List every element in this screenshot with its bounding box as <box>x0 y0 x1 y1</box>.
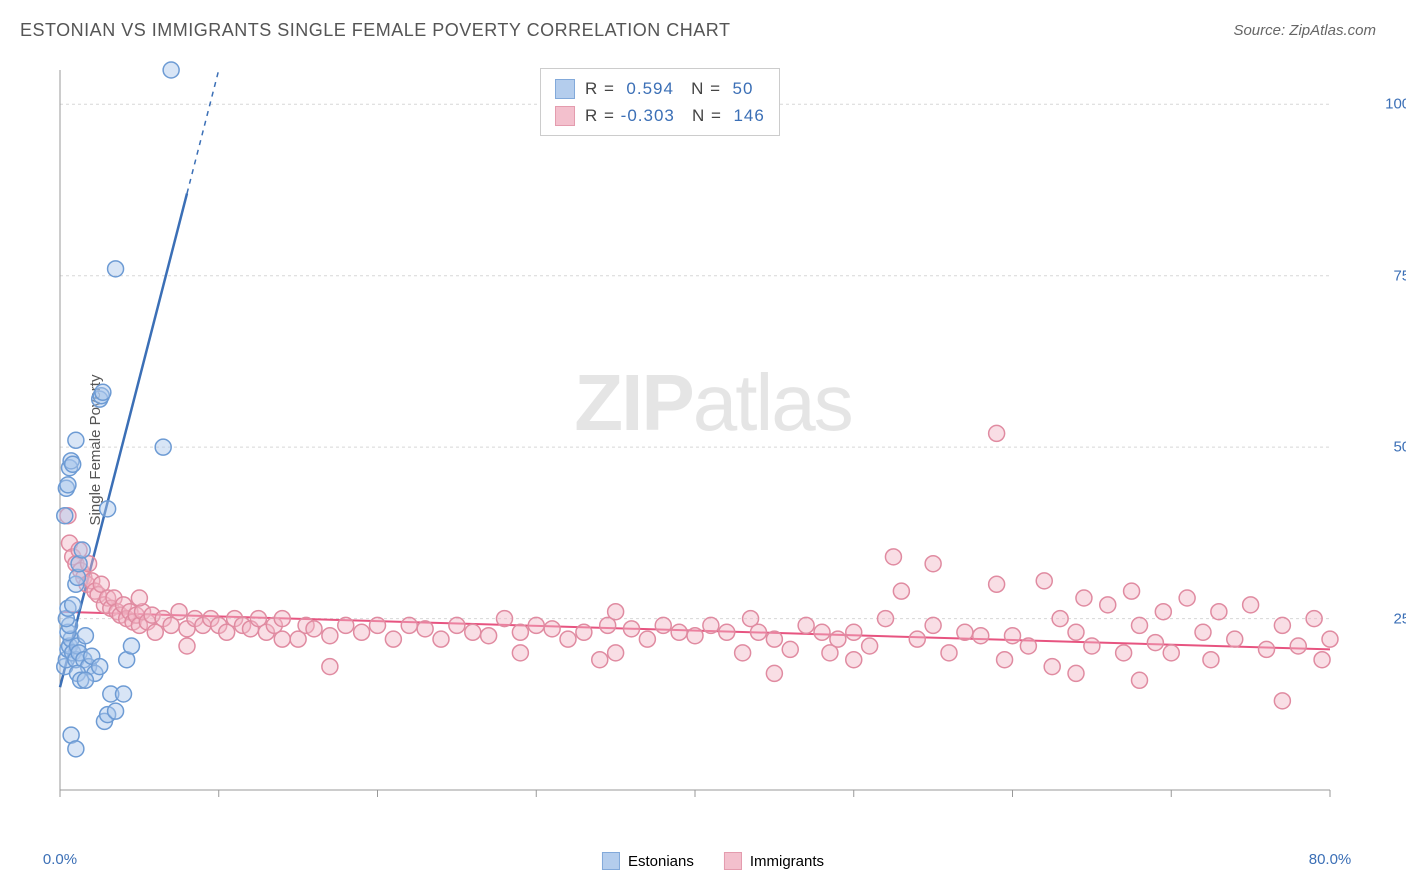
chart-area: Single Female Poverty ZIPatlas R = 0.594… <box>50 60 1376 840</box>
series-legend: Estonians Immigrants <box>602 852 824 870</box>
legend-row-immigrants: R = -0.303 N = 146 <box>555 102 765 129</box>
y-tick-label: 100.0% <box>1385 96 1406 113</box>
scatter-plot-svg <box>50 60 1376 810</box>
estonians-color-swatch <box>602 852 620 870</box>
estonians-label: Estonians <box>628 853 694 870</box>
legend-item-estonians: Estonians <box>602 852 694 870</box>
x-tick-label: 80.0% <box>1309 851 1352 868</box>
correlation-legend: R = 0.594 N = 50 R = -0.303 N = 146 <box>540 68 780 136</box>
legend-item-immigrants: Immigrants <box>724 852 824 870</box>
y-tick-label: 25.0% <box>1393 610 1406 627</box>
immigrants-color-swatch <box>724 852 742 870</box>
chart-title: ESTONIAN VS IMMIGRANTS SINGLE FEMALE POV… <box>20 20 730 41</box>
legend-row-estonians: R = 0.594 N = 50 <box>555 75 765 102</box>
y-tick-label: 75.0% <box>1393 267 1406 284</box>
source-attribution: Source: ZipAtlas.com <box>1233 22 1376 39</box>
immigrants-label: Immigrants <box>750 853 824 870</box>
estonians-swatch <box>555 79 575 99</box>
x-tick-label: 0.0% <box>43 851 77 868</box>
immigrants-swatch <box>555 106 575 126</box>
y-tick-label: 50.0% <box>1393 439 1406 456</box>
